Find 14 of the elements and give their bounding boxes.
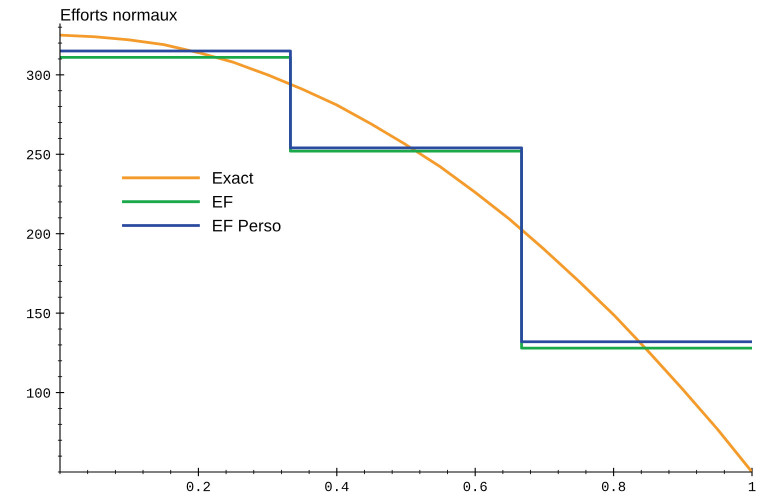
legend-label: EF [213,196,232,208]
x-tick-label: 0.6 [464,482,487,492]
legend-label: EF Perso [213,220,281,232]
y-tick-label: 250 [26,150,50,160]
y-tick-label: 300 [26,70,50,80]
y-axis-title: Efforts normaux [61,8,178,21]
x-tick-label: 1 [748,482,756,492]
y-tick-label: 100 [26,388,50,398]
legend-label: Exact [213,172,254,184]
x-tick-label: 0.8 [602,482,626,492]
x-tick-label: 0.2 [186,482,210,492]
y-tick-label: 200 [26,229,50,239]
y-tick-label: 150 [26,308,50,318]
x-tick-label: 0.4 [325,482,349,492]
